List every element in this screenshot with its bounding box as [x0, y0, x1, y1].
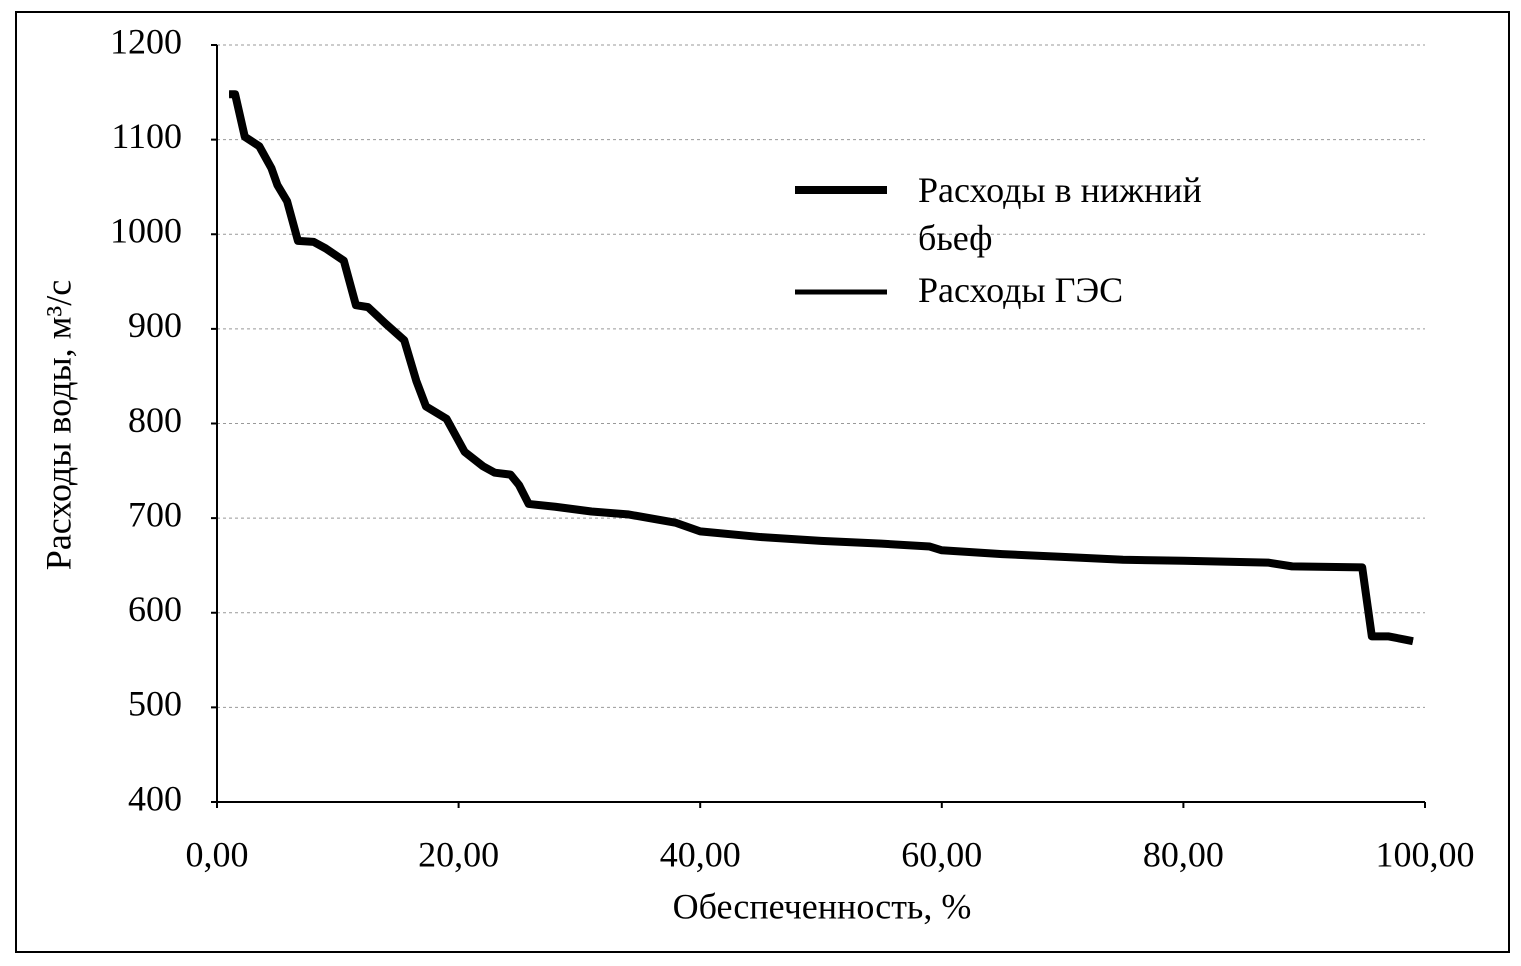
y-tick-label: 500: [128, 684, 182, 724]
x-tick-label: 20,00: [418, 834, 499, 874]
legend-label: Расходы в нижний бьеф: [918, 170, 1202, 258]
y-tick-label: 1000: [110, 211, 182, 251]
x-axis-title: Обеспеченность, %: [673, 886, 972, 926]
y-tick-label: 900: [128, 305, 182, 345]
y-tick-label: 700: [128, 494, 182, 534]
y-axis-title: Расходы воды, м³/с: [38, 280, 78, 570]
y-tick-label: 1100: [111, 116, 182, 156]
legend-label: Расходы ГЭС: [918, 270, 1124, 310]
y-tick-label: 400: [128, 778, 182, 818]
x-tick-label: 0,00: [186, 834, 249, 874]
x-tick-label: 80,00: [1143, 834, 1224, 874]
y-tick-label: 800: [128, 400, 182, 440]
x-tick-label: 40,00: [660, 834, 741, 874]
y-tick-label: 600: [128, 589, 182, 629]
x-tick-label: 100,00: [1376, 834, 1475, 874]
data-line: [229, 91, 1414, 644]
y-tick-label: 1200: [110, 21, 182, 61]
x-tick-label: 60,00: [901, 834, 982, 874]
frame: [15, 11, 1510, 953]
